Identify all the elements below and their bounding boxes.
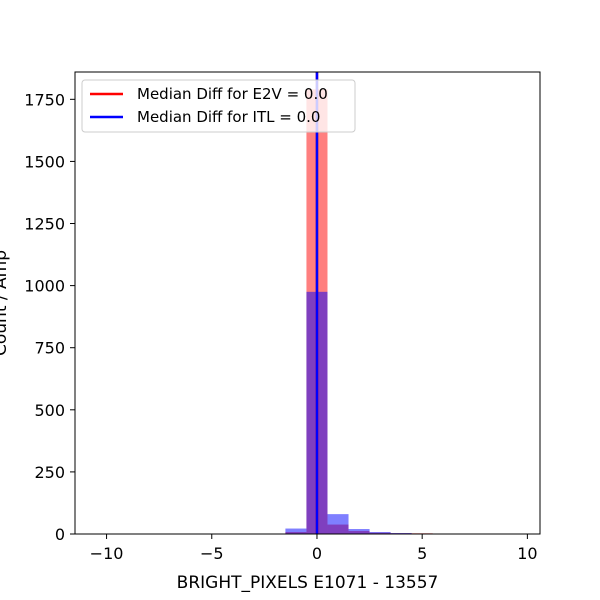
bar-itl <box>369 532 391 534</box>
y-tick-label: 0 <box>55 525 65 544</box>
x-tick-label: −5 <box>200 544 224 563</box>
y-tick-label: 1500 <box>24 152 65 171</box>
y-tick-label: 1000 <box>24 277 65 296</box>
bar-itl <box>285 528 307 534</box>
bar-itl <box>327 514 349 534</box>
bars-layer <box>285 89 475 535</box>
y-tick-label: 500 <box>34 401 65 420</box>
plot-frame <box>74 71 541 535</box>
y-tick-label: 750 <box>34 339 65 358</box>
legend-label: Median Diff for E2V = 0.0 <box>137 85 328 103</box>
y-tick-label: 1250 <box>24 215 65 234</box>
legend-box <box>81 79 356 133</box>
x-axis-ticks: −10 −5 0 5 10 <box>90 534 538 563</box>
x-axis-label: BRIGHT_PIXELS E1071 - 13557 <box>177 573 439 593</box>
x-tick-label: 10 <box>517 544 537 563</box>
y-axis-label: Count / Amp <box>0 250 11 356</box>
y-axis-ticks: 0 250 500 750 1000 1250 1500 1750 <box>24 90 75 544</box>
y-tick-label: 250 <box>34 463 65 482</box>
x-tick-label: 0 <box>312 544 322 563</box>
bar-itl <box>348 529 370 534</box>
x-tick-label: 5 <box>417 544 427 563</box>
legend: Median Diff for E2V = 0.0 Median Diff for… <box>81 79 356 133</box>
legend-label: Median Diff for ITL = 0.0 <box>137 108 320 126</box>
y-tick-label: 1750 <box>24 90 65 109</box>
x-tick-label: −10 <box>90 544 124 563</box>
